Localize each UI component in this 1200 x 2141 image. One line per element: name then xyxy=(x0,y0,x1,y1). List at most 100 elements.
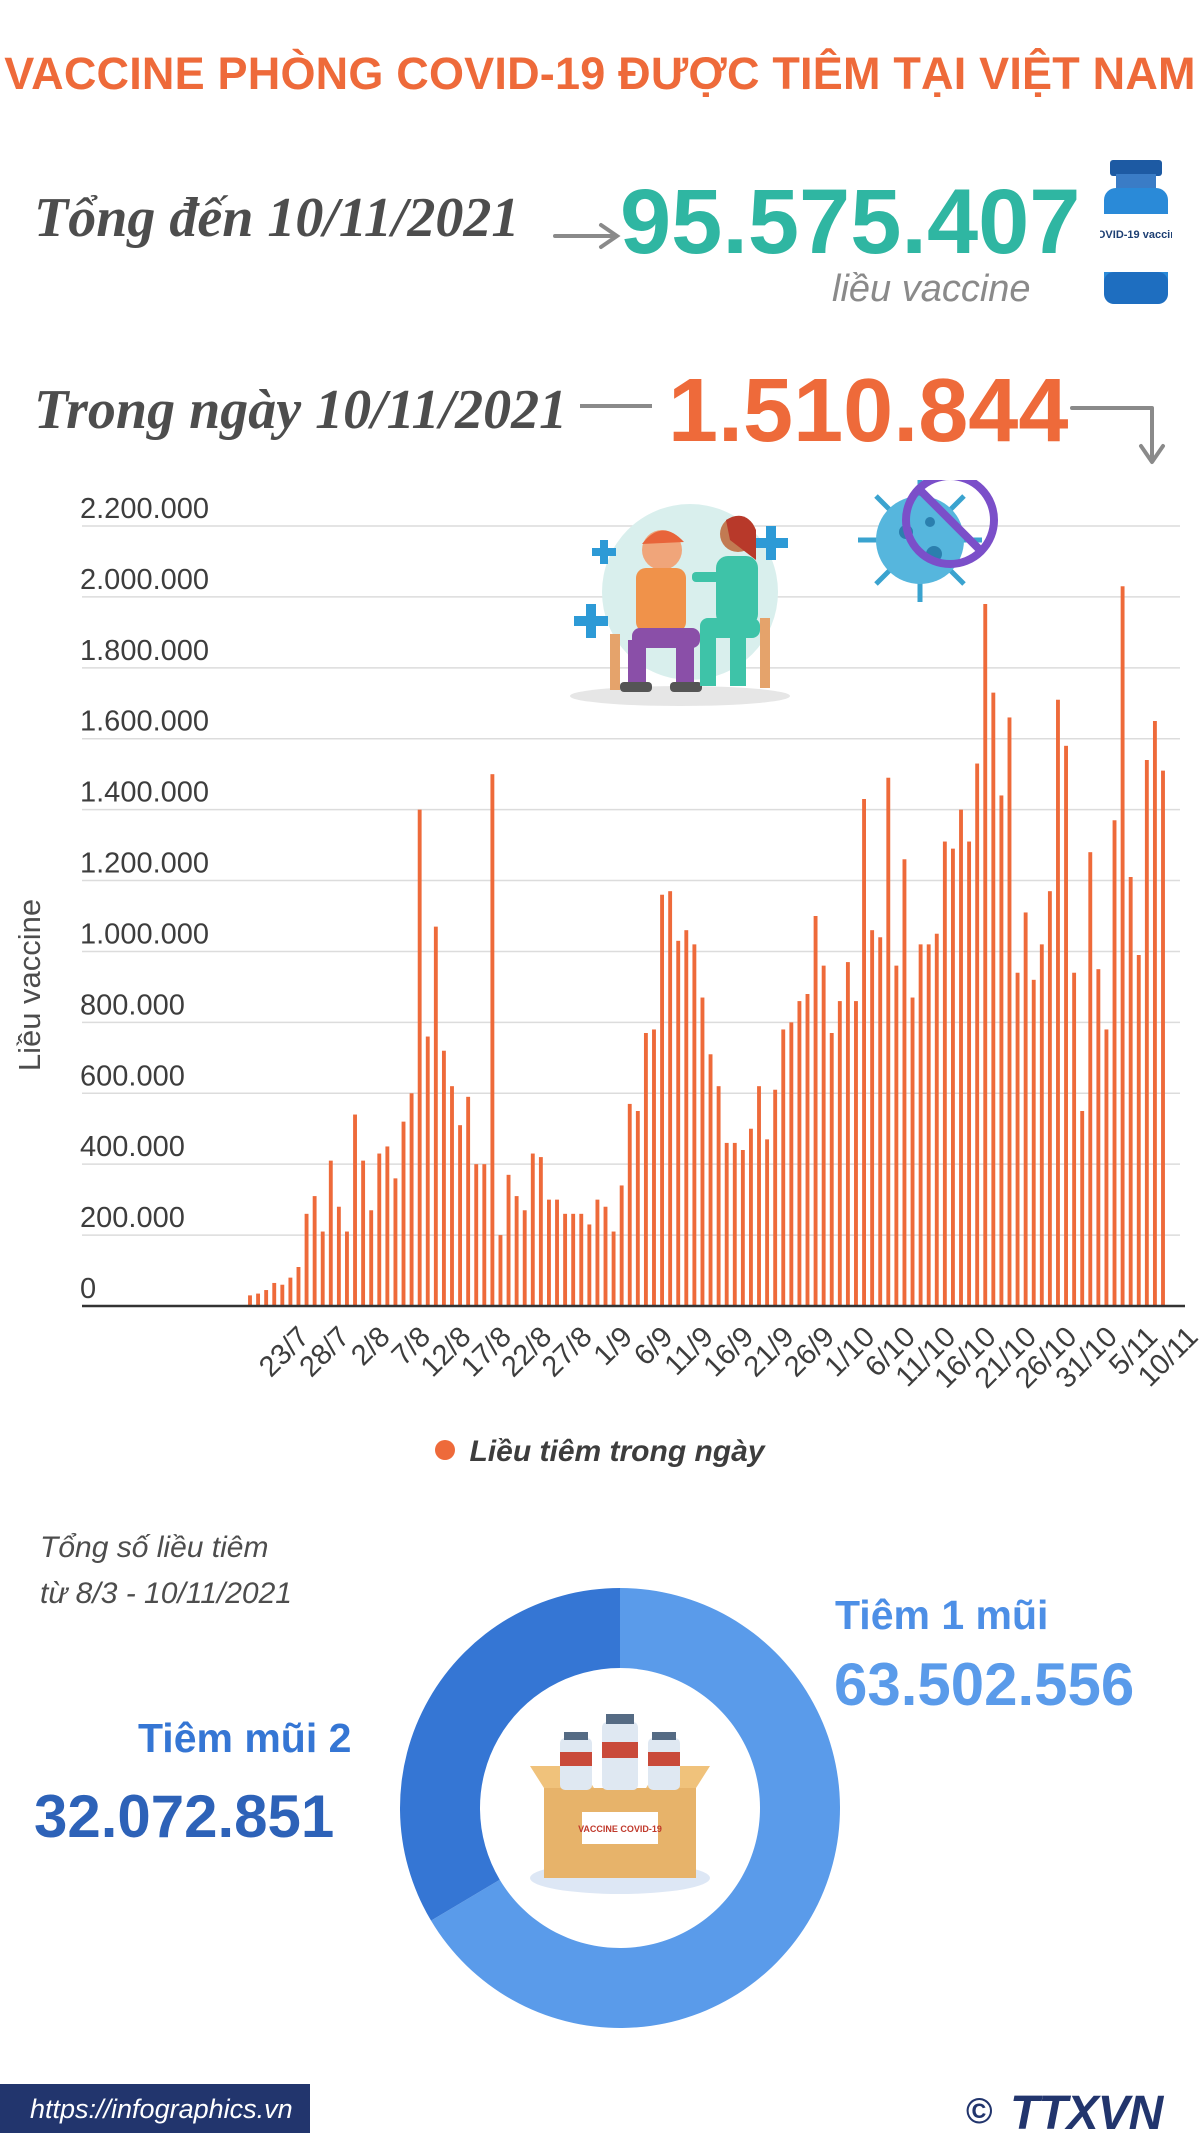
y-tick-label: 1.800.000 xyxy=(80,635,209,667)
bar xyxy=(458,1125,463,1306)
total-label: Tổng đến 10/11/2021 xyxy=(34,187,520,249)
donut-caption: Tổng số liều tiêm từ 8/3 - 10/11/2021 xyxy=(40,1525,292,1617)
bar xyxy=(336,1206,341,1306)
footer-bar xyxy=(0,2084,310,2133)
bar xyxy=(1047,891,1052,1306)
bar xyxy=(474,1164,479,1306)
bar xyxy=(854,1001,858,1306)
y-tick-label: 1.000.000 xyxy=(80,918,209,950)
bar xyxy=(724,1142,729,1306)
bar xyxy=(595,1199,600,1306)
bar xyxy=(643,1033,648,1306)
bar xyxy=(1023,912,1028,1306)
dose1-label: Tiêm 1 mũi xyxy=(835,1592,1049,1638)
bar xyxy=(563,1213,568,1306)
bar xyxy=(555,1199,559,1306)
bar xyxy=(1080,1111,1085,1306)
bar xyxy=(417,809,422,1306)
chart-legend: Liều tiêm trong ngày xyxy=(0,1435,1200,1469)
bar xyxy=(757,1086,761,1306)
bar xyxy=(870,930,875,1306)
y-tick-label: 1.600.000 xyxy=(80,706,209,738)
bar xyxy=(902,859,907,1306)
bar xyxy=(991,692,996,1306)
y-tick-label: 2.200.000 xyxy=(80,493,209,525)
bar xyxy=(1144,760,1149,1306)
bar xyxy=(280,1284,285,1306)
bar xyxy=(652,1029,656,1306)
bar xyxy=(345,1231,349,1306)
bar xyxy=(603,1206,608,1306)
bar xyxy=(288,1277,293,1306)
bar xyxy=(886,777,891,1306)
bar xyxy=(1104,1029,1109,1306)
bar xyxy=(660,894,665,1306)
bar xyxy=(837,1001,842,1306)
bar xyxy=(1096,969,1101,1306)
bar xyxy=(797,1001,802,1306)
bar xyxy=(1056,699,1060,1306)
footer-url-link[interactable]: https://infographics.vn xyxy=(30,2094,293,2124)
bar xyxy=(967,841,972,1306)
bar xyxy=(926,944,931,1306)
vaccine-vial-icon: COVID-19 vaccine xyxy=(1100,160,1172,304)
box-label: VACCINE COVID-19 xyxy=(578,1824,662,1834)
arrow-right-icon xyxy=(553,223,621,249)
bar xyxy=(1064,745,1068,1306)
bar xyxy=(934,933,939,1306)
bar xyxy=(401,1121,406,1306)
bar xyxy=(959,809,963,1306)
bar xyxy=(716,1086,721,1306)
bar xyxy=(312,1196,317,1306)
bar xyxy=(700,997,705,1306)
bar xyxy=(829,1033,834,1306)
bar xyxy=(369,1210,374,1306)
bar xyxy=(409,1093,414,1306)
dash-line-icon xyxy=(580,404,652,408)
bar xyxy=(1136,955,1141,1306)
bar xyxy=(862,799,866,1306)
bar xyxy=(1039,944,1044,1306)
virus-crossed-icon xyxy=(858,480,998,602)
bar xyxy=(1152,721,1157,1306)
bar xyxy=(1015,972,1020,1306)
chart-y-ticks: 0 200.000 400.000 600.000 800.000 1.000.000 1.… xyxy=(80,493,209,1305)
bar xyxy=(635,1111,640,1306)
donut-slice-dose2 xyxy=(400,1588,620,1921)
bar xyxy=(393,1178,398,1306)
chart-x-ticks: 23/728/72/87/812/817/822/827/81/96/911/9… xyxy=(253,1321,1200,1395)
bar xyxy=(789,1022,794,1306)
donut-caption-line1: Tổng số liều tiêm xyxy=(40,1531,269,1564)
donut-slices xyxy=(400,1588,840,2028)
y-tick-label: 0 xyxy=(80,1273,96,1305)
arrow-down-icon xyxy=(1070,406,1165,464)
bar xyxy=(272,1282,277,1306)
bar xyxy=(627,1103,632,1306)
bar xyxy=(482,1164,487,1306)
y-axis-label: Liều vaccine xyxy=(12,898,47,1072)
y-tick-label: 600.000 xyxy=(80,1060,185,1092)
bar xyxy=(296,1267,301,1306)
donut-caption-line2: từ 8/3 - 10/11/2021 xyxy=(40,1577,292,1610)
bar xyxy=(328,1160,333,1306)
bar xyxy=(821,965,826,1306)
bar xyxy=(538,1157,543,1306)
chart-bars xyxy=(248,586,1165,1306)
bar xyxy=(514,1196,519,1306)
bar xyxy=(466,1096,471,1306)
bar xyxy=(805,994,810,1306)
bar xyxy=(264,1290,269,1306)
vial-label: COVID-19 vaccine xyxy=(1100,229,1172,241)
bar xyxy=(441,1050,446,1306)
page-title: VACCINE PHÒNG COVID-19 ĐƯỢC TIÊM TẠI VIỆ… xyxy=(4,48,1196,99)
bar xyxy=(256,1293,261,1306)
legend-label: Liều tiêm trong ngày xyxy=(469,1435,765,1468)
bar xyxy=(748,1128,753,1306)
y-tick-label: 1.400.000 xyxy=(80,777,209,809)
bar xyxy=(490,774,495,1306)
daily-value: 1.510.844 xyxy=(668,361,1069,461)
bar xyxy=(845,962,850,1306)
bar xyxy=(248,1295,252,1306)
y-tick-label: 800.000 xyxy=(80,989,185,1021)
bar xyxy=(684,930,689,1306)
